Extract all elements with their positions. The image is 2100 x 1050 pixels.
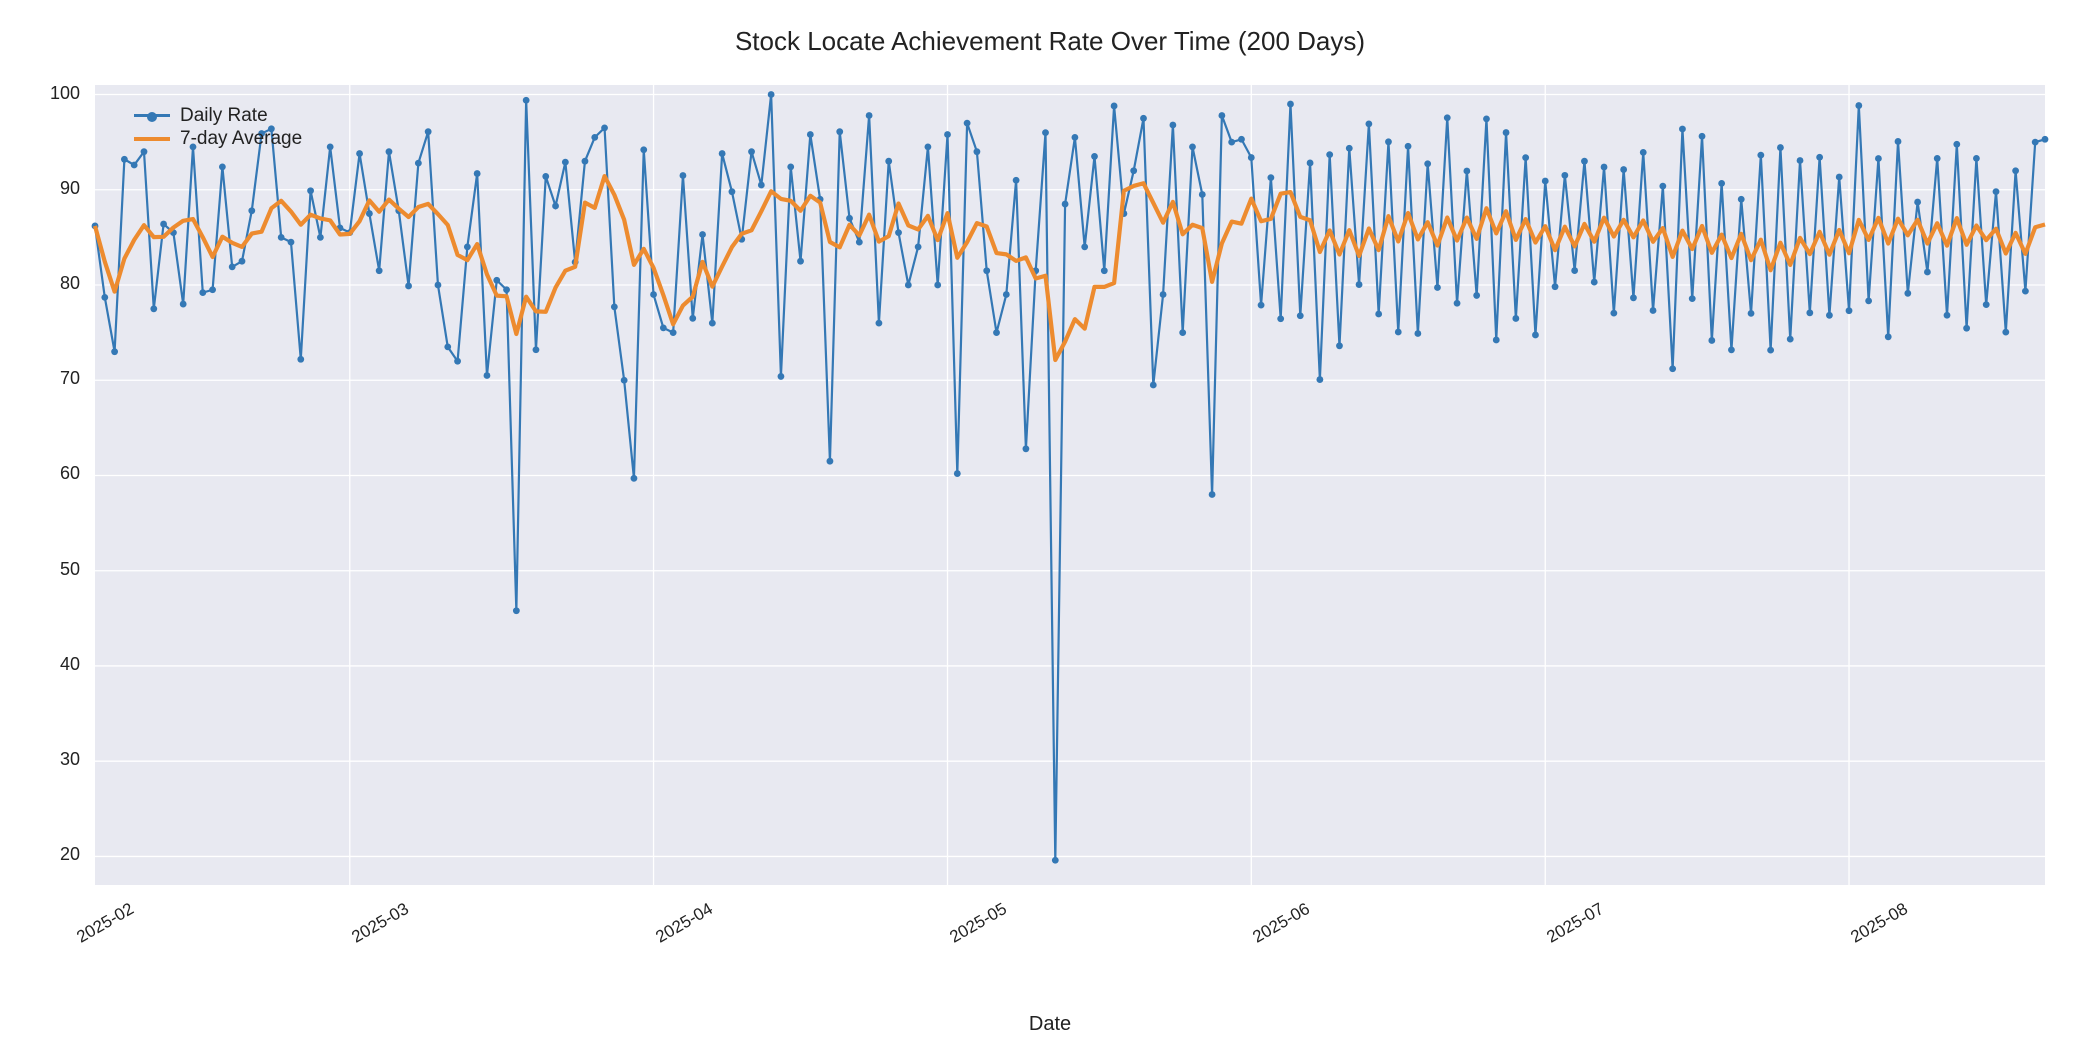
legend-item-daily-rate[interactable]: Daily Rate [134, 106, 302, 125]
chart-title: Stock Locate Achievement Rate Over Time … [0, 26, 2100, 57]
x-axis-tick-2025-08: 2025-08 [1847, 899, 1911, 948]
legend-label-daily-rate: Daily Rate [180, 106, 268, 125]
daily-rate-line-swatch [134, 114, 170, 117]
line-chart-svg [95, 85, 2045, 885]
legend-label-7day-avg: 7-day Average [180, 129, 302, 148]
x-axis-tick-2025-04: 2025-04 [652, 899, 716, 948]
y-axis-tick-70: 70 [25, 368, 80, 389]
y-axis-tick-90: 90 [25, 178, 80, 199]
y-axis-tick-30: 30 [25, 749, 80, 770]
x-axis-tick-2025-03: 2025-03 [348, 899, 412, 948]
y-axis-tick-50: 50 [25, 559, 80, 580]
y-axis-tick-20: 20 [25, 844, 80, 865]
chart-legend[interactable]: Daily Rate 7-day Average [120, 100, 316, 158]
legend-item-7day-avg[interactable]: 7-day Average [134, 129, 302, 148]
seven-day-average-line-swatch [134, 137, 170, 141]
y-axis-tick-40: 40 [25, 654, 80, 675]
x-axis-label: Date [0, 1013, 2100, 1036]
x-axis-tick-2025-05: 2025-05 [946, 899, 1010, 948]
y-axis-tick-100: 100 [25, 83, 80, 104]
x-axis-tick-2025-02: 2025-02 [74, 899, 138, 948]
chart-root: Stock Locate Achievement Rate Over Time … [0, 0, 2100, 1050]
y-axis-tick-60: 60 [25, 463, 80, 484]
x-axis-tick-2025-07: 2025-07 [1544, 899, 1608, 948]
x-axis-tick-2025-06: 2025-06 [1250, 899, 1314, 948]
y-axis-tick-80: 80 [25, 273, 80, 294]
